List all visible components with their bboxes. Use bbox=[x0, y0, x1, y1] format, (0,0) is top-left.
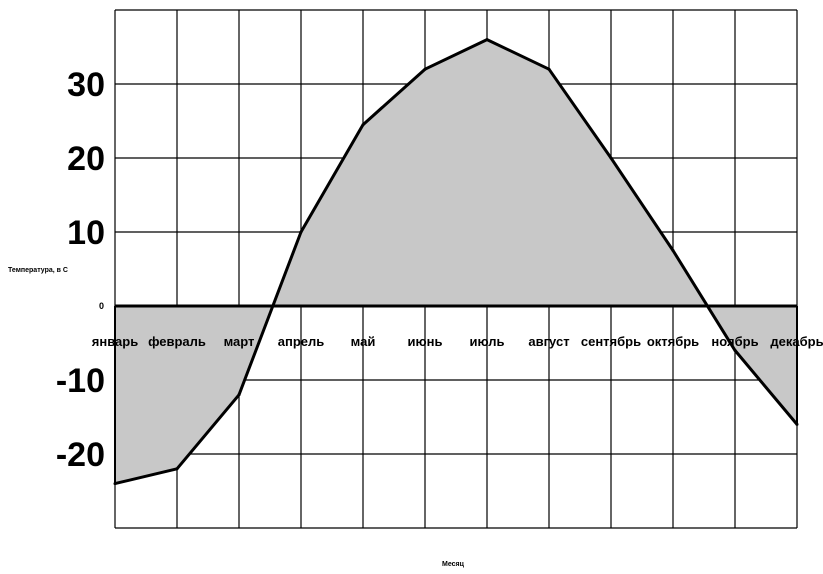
data-point bbox=[175, 467, 179, 471]
data-point bbox=[733, 348, 737, 352]
data-point bbox=[485, 38, 489, 42]
x-tick-label: март bbox=[224, 334, 255, 349]
data-point bbox=[237, 393, 241, 397]
temperature-area bbox=[115, 39, 797, 484]
data-point bbox=[609, 156, 613, 160]
x-tick-label: февраль bbox=[148, 334, 206, 349]
y-axis-label: Температура, в С bbox=[8, 267, 68, 274]
data-point bbox=[361, 123, 365, 127]
chart-line-layer bbox=[113, 38, 799, 486]
x-axis-label: Месяц bbox=[442, 561, 465, 568]
x-tick-label: ноябрь bbox=[711, 334, 758, 349]
y-tick-label: 20 bbox=[67, 140, 105, 178]
y-tick-label: 10 bbox=[67, 214, 105, 252]
y-tick-label: -10 bbox=[56, 362, 105, 400]
temperature-line bbox=[114, 38, 799, 486]
data-point bbox=[795, 422, 799, 426]
x-tick-label: апрель bbox=[278, 334, 325, 349]
data-point bbox=[423, 67, 427, 71]
x-tick-label: октябрь bbox=[647, 334, 699, 349]
data-point bbox=[299, 230, 303, 234]
data-point bbox=[671, 249, 675, 252]
y-tick-label: 0 bbox=[99, 301, 104, 311]
x-tick-label: декабрь bbox=[770, 334, 823, 349]
data-point bbox=[113, 482, 117, 486]
chart-area-layer bbox=[115, 39, 797, 484]
y-tick-label: -20 bbox=[56, 436, 105, 474]
y-tick-labels: 30 20 10 0 -10 -20 bbox=[56, 66, 105, 474]
x-tick-label: июль bbox=[469, 334, 504, 349]
data-point bbox=[547, 67, 551, 71]
x-tick-label: январь bbox=[92, 334, 138, 349]
x-tick-label: август bbox=[528, 334, 569, 349]
x-tick-labels: январь февраль март апрель май июнь июль август… bbox=[92, 334, 823, 349]
x-tick-label: сентябрь bbox=[581, 334, 641, 349]
x-tick-label: июнь bbox=[408, 334, 443, 349]
y-tick-label: 30 bbox=[67, 66, 105, 104]
x-tick-label: май bbox=[351, 334, 376, 349]
